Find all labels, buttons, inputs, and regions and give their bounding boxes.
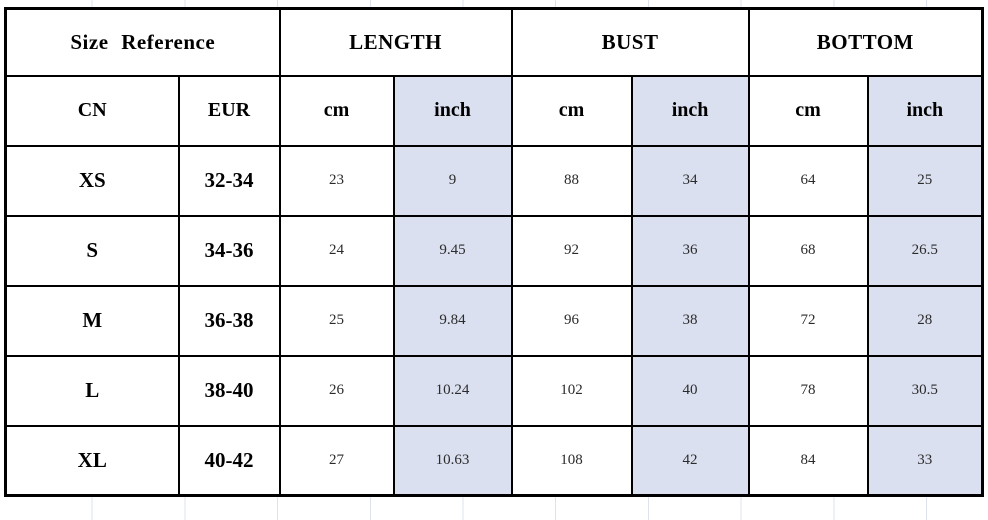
- table-row-xl: XL 40-42 27 10.63 108 42 84 33: [4, 424, 984, 497]
- cell-bottom-inch: 33: [866, 424, 984, 497]
- cell-bottom-cm: 84: [747, 424, 869, 497]
- cell-length-cm: 23: [278, 144, 395, 217]
- table-row-m: M 36-38 25 9.84 96 38 72 28: [4, 284, 984, 357]
- cell-bottom-cm: 68: [747, 214, 869, 287]
- cell-size-cn: M: [4, 284, 180, 357]
- cell-length-cm: 26: [278, 354, 395, 427]
- cell-bust-inch: 36: [630, 214, 750, 287]
- subheader-eur: EUR: [177, 74, 281, 147]
- subheader-bust-inch: inch: [630, 74, 750, 147]
- cell-bust-cm: 92: [510, 214, 633, 287]
- cell-bust-inch: 34: [630, 144, 750, 217]
- subheader-bottom-cm: cm: [747, 74, 869, 147]
- cell-length-cm: 25: [278, 284, 395, 357]
- cell-size-cn: XL: [4, 424, 180, 497]
- subheader-bottom-inch: inch: [866, 74, 984, 147]
- cell-size-cn: XS: [4, 144, 180, 217]
- sub-header-row: CN EUR cm inch cm inch cm inch: [4, 74, 984, 147]
- cell-size-eur: 34-36: [177, 214, 281, 287]
- table-row-l: L 38-40 26 10.24 102 40 78 30.5: [4, 354, 984, 427]
- cell-length-cm: 24: [278, 214, 395, 287]
- group-header-row: Size Reference LENGTH BUST BOTTOM: [4, 7, 984, 77]
- cell-size-eur: 40-42: [177, 424, 281, 497]
- cell-bottom-cm: 64: [747, 144, 869, 217]
- cell-length-cm: 27: [278, 424, 395, 497]
- table-row-xs: XS 32-34 23 9 88 34 64 25: [4, 144, 984, 217]
- cell-length-inch: 9.45: [392, 214, 513, 287]
- size-reference-table: Size Reference LENGTH BUST BOTTOM CN EUR…: [4, 7, 985, 497]
- subheader-bust-cm: cm: [510, 74, 633, 147]
- subheader-length-inch: inch: [392, 74, 513, 147]
- table-row-s: S 34-36 24 9.45 92 36 68 26.5: [4, 214, 984, 287]
- cell-size-eur: 38-40: [177, 354, 281, 427]
- cell-bottom-cm: 78: [747, 354, 869, 427]
- cell-bust-cm: 108: [510, 424, 633, 497]
- cell-bottom-cm: 72: [747, 284, 869, 357]
- cell-bust-inch: 42: [630, 424, 750, 497]
- subheader-length-cm: cm: [278, 74, 395, 147]
- cell-bottom-inch: 28: [866, 284, 984, 357]
- cell-size-eur: 36-38: [177, 284, 281, 357]
- subheader-cn: CN: [4, 74, 180, 147]
- cell-size-cn: L: [4, 354, 180, 427]
- cell-length-inch: 10.24: [392, 354, 513, 427]
- header-length: LENGTH: [278, 7, 513, 77]
- cell-bust-cm: 88: [510, 144, 633, 217]
- cell-size-eur: 32-34: [177, 144, 281, 217]
- header-size-reference: Size Reference: [4, 7, 281, 77]
- cell-bust-cm: 96: [510, 284, 633, 357]
- header-bottom: BOTTOM: [747, 7, 984, 77]
- cell-length-inch: 9: [392, 144, 513, 217]
- cell-bottom-inch: 25: [866, 144, 984, 217]
- cell-bottom-inch: 26.5: [866, 214, 984, 287]
- cell-bust-inch: 38: [630, 284, 750, 357]
- cell-bottom-inch: 30.5: [866, 354, 984, 427]
- header-bust: BUST: [510, 7, 750, 77]
- cell-bust-inch: 40: [630, 354, 750, 427]
- cell-bust-cm: 102: [510, 354, 633, 427]
- cell-size-cn: S: [4, 214, 180, 287]
- cell-length-inch: 9.84: [392, 284, 513, 357]
- cell-length-inch: 10.63: [392, 424, 513, 497]
